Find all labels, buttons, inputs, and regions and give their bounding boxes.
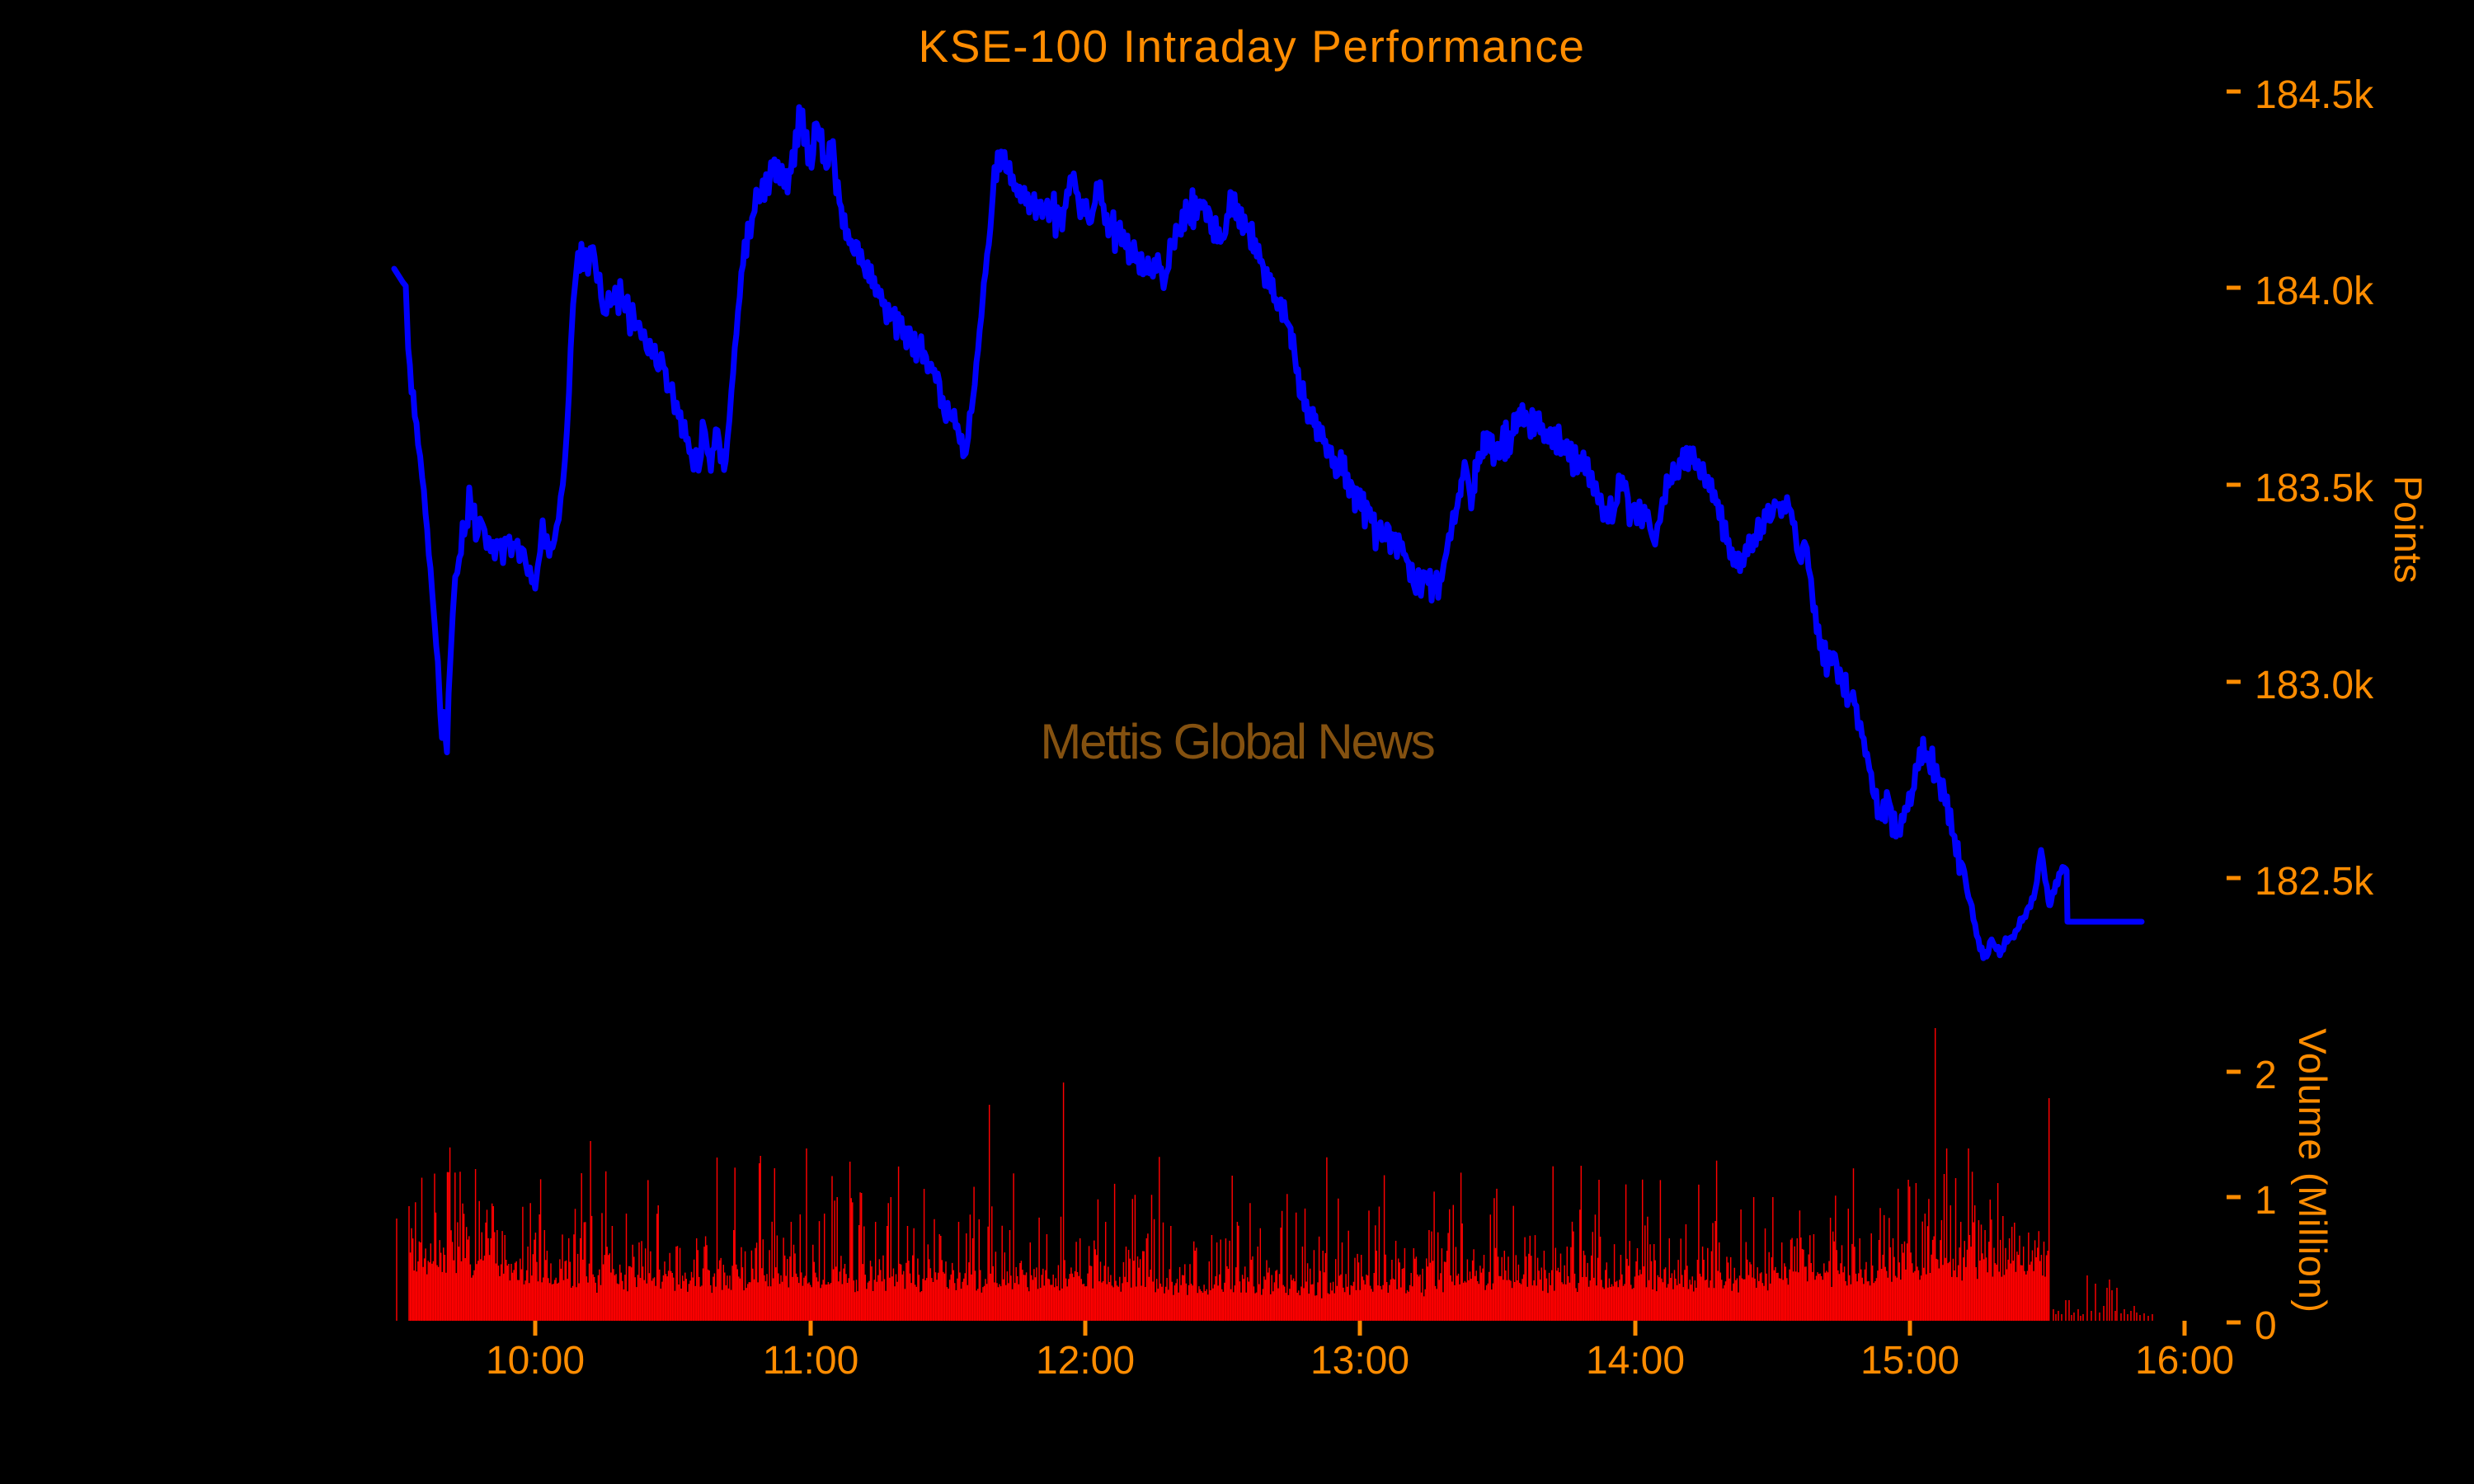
svg-text:Volume (Million): Volume (Million)	[2291, 1028, 2335, 1313]
svg-text:11:00: 11:00	[763, 1339, 859, 1383]
svg-text:183.5k: 183.5k	[2255, 467, 2374, 510]
svg-text:12:00: 12:00	[1036, 1339, 1135, 1383]
svg-text:Mettis Global News: Mettis Global News	[1040, 714, 1433, 769]
svg-text:15:00: 15:00	[1860, 1339, 1959, 1383]
svg-text:13:00: 13:00	[1310, 1339, 1409, 1383]
svg-text:1: 1	[2255, 1179, 2277, 1223]
svg-text:16:00: 16:00	[2135, 1339, 2234, 1383]
svg-text:Points: Points	[2387, 476, 2430, 584]
svg-text:2: 2	[2255, 1054, 2277, 1097]
svg-text:0: 0	[2255, 1304, 2277, 1348]
svg-text:KSE-100 Intraday Performance: KSE-100 Intraday Performance	[918, 21, 1585, 72]
svg-text:14:00: 14:00	[1586, 1339, 1685, 1383]
svg-text:182.5k: 182.5k	[2255, 860, 2374, 904]
svg-text:183.0k: 183.0k	[2255, 664, 2374, 707]
svg-text:184.0k: 184.0k	[2255, 270, 2374, 313]
svg-text:10:00: 10:00	[486, 1339, 585, 1383]
svg-text:184.5k: 184.5k	[2255, 73, 2374, 117]
